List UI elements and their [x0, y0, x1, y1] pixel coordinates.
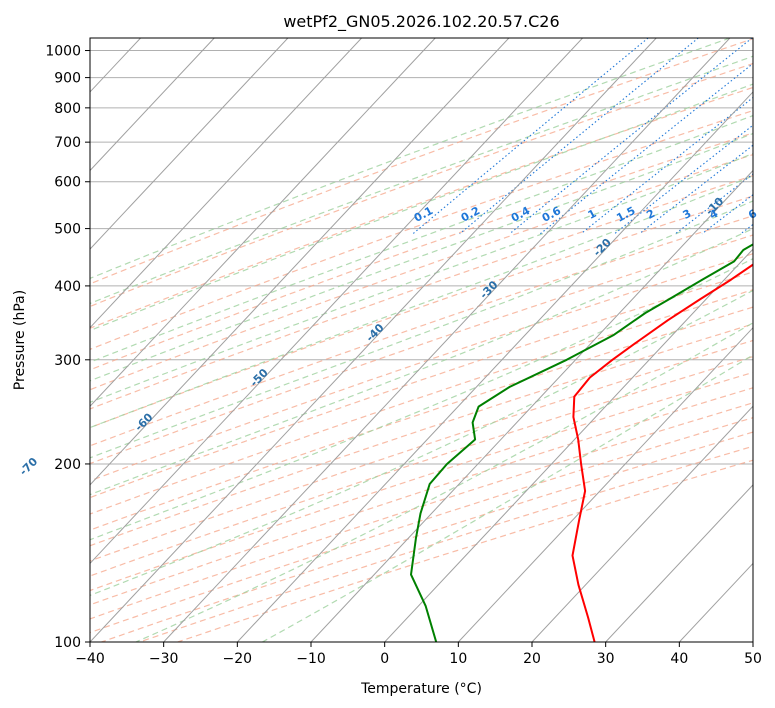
isotherm-line: [90, 38, 289, 250]
x-axis-title: Temperature (°C): [360, 681, 482, 697]
x-tick-label: −10: [296, 651, 326, 667]
moist-adiabat-line: [135, 322, 753, 642]
x-tick-label: 20: [523, 651, 541, 667]
mixing-ratio-line: [769, 38, 775, 234]
moist-adiabats: [90, 38, 753, 642]
isotherm-line: [163, 38, 731, 642]
dry-adiabat-line: [90, 339, 753, 562]
isotherm-line: [0, 38, 67, 642]
dry-adiabat-line: [90, 402, 753, 620]
x-tick-label: 0: [380, 651, 389, 667]
dry-adiabat-line: [90, 323, 753, 547]
x-tick-label: 50: [744, 651, 762, 667]
y-tick-label: 1000: [45, 44, 81, 60]
y-axis-title: Pressure (hPa): [12, 290, 28, 390]
y-tick-label: 700: [54, 135, 81, 151]
y-tick-label: 500: [54, 222, 81, 238]
plot-frame: [89, 37, 754, 643]
moist-adiabat-line: [262, 354, 753, 642]
isotherm-line: [236, 91, 753, 642]
dry-adiabat-line: [101, 431, 753, 642]
dry-adiabat-line: [90, 289, 753, 515]
x-tick-label: −40: [75, 651, 105, 667]
isotherm-line: [90, 38, 657, 642]
y-tick-label: 800: [54, 101, 81, 117]
dry-adiabat-line: [90, 417, 753, 634]
profiles: [410, 243, 753, 642]
dewpoint-profile-line: [410, 243, 753, 642]
isotherm-label: -70: [17, 455, 40, 478]
y-tick-label: 600: [54, 175, 81, 191]
temperature-profile-line: [571, 263, 753, 642]
mixing-ratio-lines: [412, 38, 775, 235]
isotherm-line: [90, 38, 583, 565]
chart-title: wetPf2_GN05.2026.102.20.57.C26: [283, 12, 559, 32]
x-axis: −40 −30 −20 −10 0 10 20 30 40 50: [75, 642, 762, 667]
dry-adiabat-line: [90, 38, 753, 285]
dry-adiabat-line: [90, 132, 753, 371]
isotherm-line: [90, 38, 215, 172]
y-tick-label: 300: [54, 353, 81, 369]
moist-adiabat-line: [90, 55, 753, 305]
isotherm-line: [90, 38, 510, 486]
x-tick-label: 40: [670, 651, 688, 667]
dry-adiabat-line: [90, 253, 753, 482]
y-tick-label: 900: [54, 71, 81, 87]
dry-adiabat-line: [90, 62, 753, 308]
x-tick-label: −20: [223, 651, 253, 667]
moist-adiabat-line: [90, 200, 753, 459]
dry-adiabat-line: [90, 215, 753, 447]
isotherm-line: [752, 641, 753, 642]
isotherm-line: [384, 248, 753, 642]
isotherms: [0, 38, 753, 642]
isotherm-line: [605, 484, 753, 642]
dry-adiabat-line: [90, 271, 753, 499]
mixing-ratio-line: [412, 38, 649, 235]
y-tick-label: 200: [54, 457, 81, 473]
isotherm-line: [90, 38, 362, 329]
plot-background: [90, 38, 753, 642]
moist-adiabat-line: [90, 175, 753, 429]
moist-adiabat-line: [90, 132, 753, 382]
moist-adiabat-line: [90, 38, 731, 280]
isotherm-line: [310, 169, 753, 642]
isotherm-line: [90, 38, 436, 407]
mixing-ratio-line: [675, 173, 753, 235]
mixing-ratio-line: [509, 38, 753, 235]
mixing-ratio-line: [539, 62, 753, 235]
dry-adiabat-line: [90, 387, 753, 606]
isotherm-line: [531, 405, 753, 642]
moist-adiabat-line: [90, 152, 753, 403]
dry-adiabat-line: [90, 306, 753, 531]
dry-adiabat-line: [177, 459, 753, 642]
x-tick-label: 10: [449, 651, 467, 667]
x-tick-label: 30: [597, 651, 615, 667]
mixing-ratio-line: [580, 96, 753, 235]
y-tick-label: 400: [54, 279, 81, 295]
x-tick-label: −30: [149, 651, 179, 667]
isotherm-line: [457, 326, 753, 642]
y-tick-label: 100: [54, 635, 81, 651]
dry-adiabat-line: [139, 445, 753, 642]
y-axis: 1000 900 800 700 600 500 400 300 200 100: [45, 44, 90, 651]
dry-adiabats: [90, 38, 753, 642]
dry-adiabat-line: [90, 234, 753, 465]
